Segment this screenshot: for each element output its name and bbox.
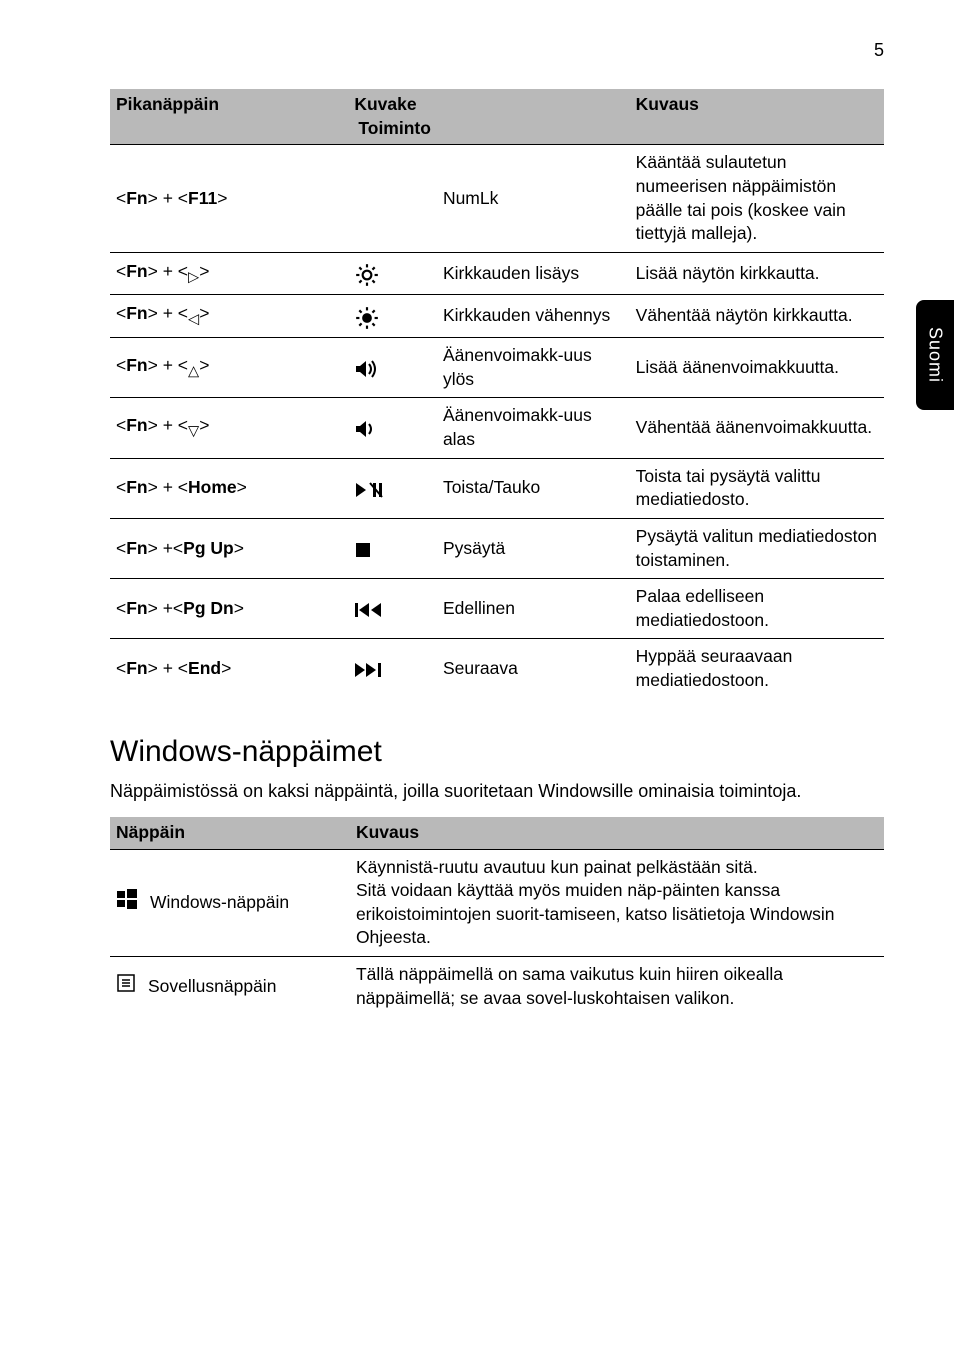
winkeys-table: Näppäin Kuvaus Windows-näppäin Käynnistä…: [110, 817, 884, 1016]
table-row: <Fn> + <End> Seuraava Hyppää seuraavaan …: [110, 639, 884, 699]
func-cell: Pysäytä: [437, 518, 630, 578]
hotkey-combo: <Fn> +<Pg Dn>: [110, 579, 348, 639]
brightness-down-icon: [348, 295, 437, 338]
winkeys-header-row: Näppäin Kuvaus: [110, 817, 884, 849]
key-label-cell: Sovellusnäppäin: [110, 957, 350, 1017]
key-label: Sovellusnäppäin: [148, 975, 276, 999]
desc-cell: Lisää näytön kirkkautta.: [630, 252, 884, 295]
table-row: <Fn> + <△> Äänenvoimakk-uus ylös Lisää ä…: [110, 338, 884, 398]
brightness-up-icon: [348, 252, 437, 295]
desc-cell: Vähentää näytön kirkkautta.: [630, 295, 884, 338]
desc-cell: Hyppää seuraavaan mediatiedostoon.: [630, 639, 884, 699]
windows-icon: [116, 888, 138, 917]
side-tab: Suomi: [916, 300, 954, 410]
stop-icon: [348, 518, 437, 578]
hotkey-combo: <Fn> +<Pg Up>: [110, 518, 348, 578]
table-row: Windows-näppäin Käynnistä-ruutu avautuu …: [110, 849, 884, 957]
volume-down-icon: [348, 398, 437, 458]
hotkey-combo: <Fn> + <End>: [110, 639, 348, 699]
section-title: Windows-näppäimet: [110, 735, 884, 769]
desc-cell: Kääntää sulautetun numeerisen näppäimist…: [630, 145, 884, 253]
func-cell: Seuraava: [437, 639, 630, 699]
hotkey-combo: <Fn> + <◁>: [110, 295, 348, 338]
hotkey-combo: <Fn> + <△>: [110, 338, 348, 398]
col-icon: Kuvake Toiminto: [348, 89, 437, 145]
func-cell: Toista/Tauko: [437, 458, 630, 518]
desc-cell: Vähentää äänenvoimakkuutta.: [630, 398, 884, 458]
func-cell: Edellinen: [437, 579, 630, 639]
table-row: <Fn> + <Home> Toista/Tauko Toista tai py…: [110, 458, 884, 518]
key-desc: Käynnistä-ruutu avautuu kun painat pelkä…: [350, 849, 884, 957]
table-row: <Fn> +<Pg Dn> Edellinen Palaa edelliseen…: [110, 579, 884, 639]
section-intro: Näppäimistössä on kaksi näppäintä, joill…: [110, 779, 884, 803]
prev-icon: [348, 579, 437, 639]
col-hotkey: Pikanäppäin: [110, 89, 348, 145]
icon-cell: [348, 145, 437, 253]
next-icon: [348, 639, 437, 699]
func-cell: NumLk: [437, 145, 630, 253]
hotkey-combo: <Fn> + <▽>: [110, 398, 348, 458]
table-row: <Fn> + <▽> Äänenvoimakk-uus alas Vähentä…: [110, 398, 884, 458]
hotkey-combo: <Fn> + <▷>: [110, 252, 348, 295]
hotkeys-header-row: Pikanäppäin Kuvake Toiminto Kuvaus: [110, 89, 884, 145]
table-row: <Fn> + <◁> Kirkkauden vähennys Vähentää …: [110, 295, 884, 338]
hotkey-combo: <Fn> + <Home>: [110, 458, 348, 518]
desc-cell: Toista tai pysäytä valittu mediatiedosto…: [630, 458, 884, 518]
page-content: 5 Pikanäppäin Kuvake Toiminto Kuvaus <Fn…: [0, 0, 954, 1056]
desc-cell: Palaa edelliseen mediatiedostoon.: [630, 579, 884, 639]
key-label-cell: Windows-näppäin: [110, 849, 350, 957]
col-key: Näppäin: [110, 817, 350, 849]
table-row: <Fn> +<Pg Up> Pysäytä Pysäytä valitun me…: [110, 518, 884, 578]
side-tab-text: Suomi: [925, 327, 946, 383]
hotkeys-table: Pikanäppäin Kuvake Toiminto Kuvaus <Fn> …: [110, 89, 884, 699]
key-label: Windows-näppäin: [150, 891, 289, 915]
func-cell: Kirkkauden vähennys: [437, 295, 630, 338]
func-cell: Äänenvoimakk-uus alas: [437, 398, 630, 458]
func-cell: Kirkkauden lisäys: [437, 252, 630, 295]
play-pause-icon: [348, 458, 437, 518]
table-row: <Fn> + <F11> NumLk Kääntää sulautetun nu…: [110, 145, 884, 253]
volume-up-icon: [348, 338, 437, 398]
desc-cell: Pysäytä valitun mediatiedoston toistamin…: [630, 518, 884, 578]
key-desc: Tällä näppäimellä on sama vaikutus kuin …: [350, 957, 884, 1017]
menu-icon: [116, 973, 136, 1000]
desc-cell: Lisää äänenvoimakkuutta.: [630, 338, 884, 398]
col-desc: Kuvaus: [630, 89, 884, 145]
page-number: 5: [110, 40, 884, 61]
col-func-spacer: [437, 89, 630, 145]
col-desc2: Kuvaus: [350, 817, 884, 849]
func-cell: Äänenvoimakk-uus ylös: [437, 338, 630, 398]
table-row: Sovellusnäppäin Tällä näppäimellä on sam…: [110, 957, 884, 1017]
hotkey-combo: <Fn> + <F11>: [110, 145, 348, 253]
table-row: <Fn> + <▷> Kirkkauden lisäys Lisää näytö…: [110, 252, 884, 295]
